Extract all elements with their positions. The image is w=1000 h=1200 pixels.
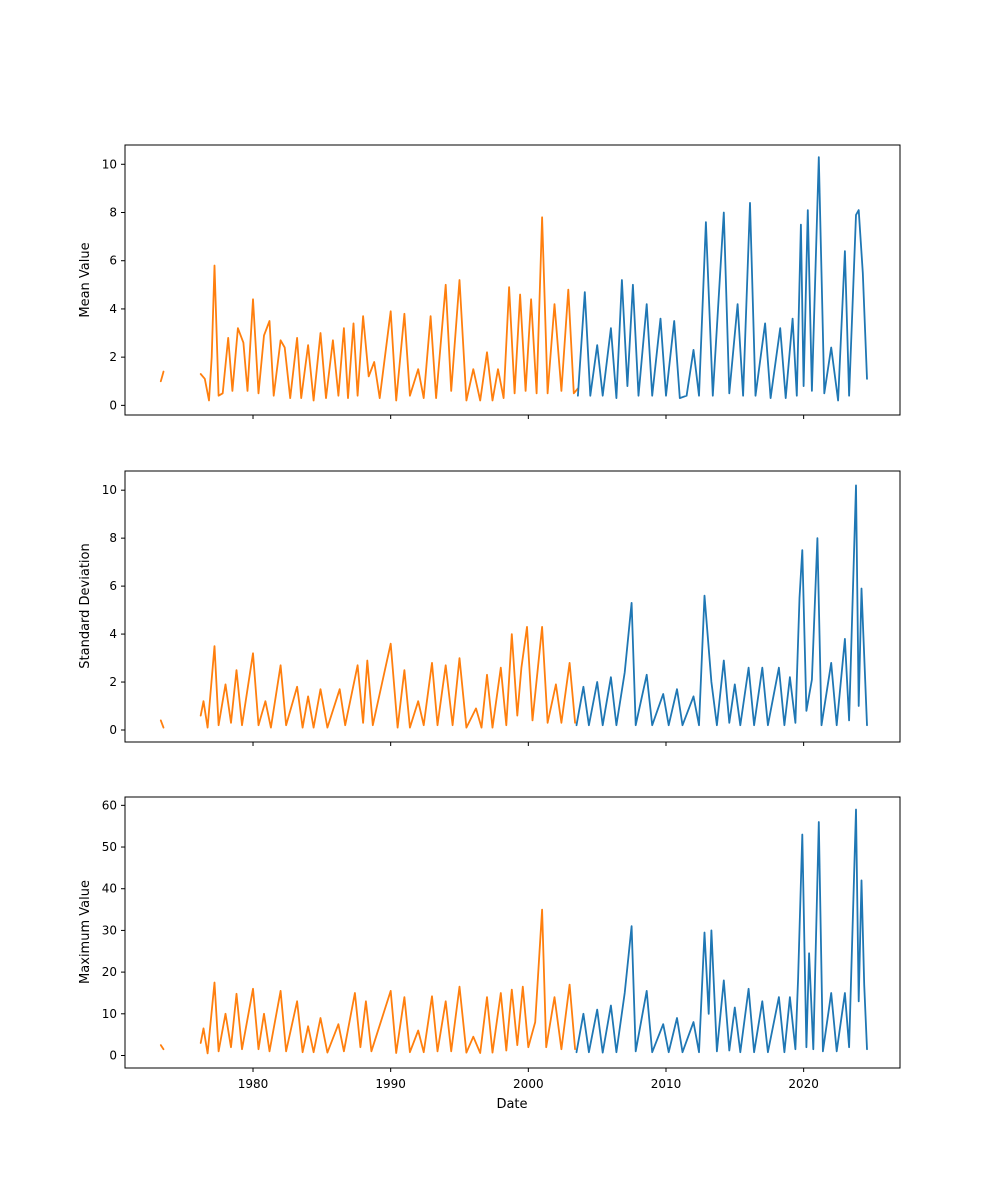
y-tick-label: 30: [102, 923, 117, 937]
y-tick-label: 50: [102, 840, 117, 854]
y-tick-label: 60: [102, 798, 117, 812]
y-tick-label: 0: [109, 398, 117, 412]
y-tick-label: 0: [109, 1048, 117, 1062]
x-tick-label: 2010: [651, 1077, 682, 1091]
y-tick-label: 2: [109, 675, 117, 689]
series-2-line-segment: [575, 808, 868, 1054]
x-axis-label: Date: [496, 1097, 527, 1112]
series-lines: [159, 808, 868, 1055]
y-axis-label: Standard Deviation: [78, 543, 93, 668]
x-axis-ticks: [252, 415, 805, 419]
plot-frame: [124, 796, 901, 1069]
x-axis-ticks: 1980 1990 2000 2010 2020: [238, 1068, 819, 1091]
y-tick-label: 6: [109, 579, 117, 593]
y-tick-label: 10: [102, 157, 117, 171]
series-1-line-segment: [159, 370, 165, 383]
x-tick-label: 1990: [375, 1077, 406, 1091]
y-tick-label: 4: [109, 302, 117, 316]
y-tick-label: 10: [102, 483, 117, 497]
subplot-maximum-value: 0 10 20 30 40 50 60 1980 1990 2000 2010 2020 Maxim…: [78, 796, 901, 1112]
series-1-line-segment: [199, 216, 579, 402]
x-tick-label: 1980: [238, 1077, 269, 1091]
y-tick-label: 20: [102, 965, 117, 979]
series-2-line-segment: [575, 484, 868, 727]
y-tick-label: 0: [109, 723, 117, 737]
y-tick-label: 4: [109, 627, 117, 641]
y-tick-label: 6: [109, 254, 117, 268]
subplot-mean-value: 0 2 4 6 8 10 Mean Value: [78, 144, 901, 419]
y-axis-ticks: 0 10 20 30 40 50 60: [102, 798, 125, 1062]
x-tick-label: 2000: [513, 1077, 544, 1091]
series-1-line-segment: [199, 908, 576, 1055]
series-1-line-segment: [159, 719, 165, 729]
series-lines: [159, 156, 868, 402]
plot-frame: [124, 144, 901, 416]
x-tick-label: 2020: [788, 1077, 819, 1091]
x-axis-ticks: [252, 742, 805, 746]
y-tick-label: 8: [109, 531, 117, 545]
series-1-line-segment: [199, 626, 576, 729]
plot-frame: [124, 470, 901, 743]
y-tick-label: 8: [109, 206, 117, 220]
series-lines: [159, 484, 868, 729]
series-1-line-segment: [159, 1044, 165, 1051]
subplot-standard-deviation: 0 2 4 6 8 10 Standard Deviation: [78, 470, 901, 746]
y-axis-ticks: 0 2 4 6 8 10: [102, 483, 125, 737]
y-tick-label: 40: [102, 882, 117, 896]
y-axis-label: Mean Value: [78, 242, 93, 317]
y-axis-ticks: 0 2 4 6 8 10: [102, 157, 125, 412]
y-tick-label: 2: [109, 350, 117, 364]
series-2-line-segment: [577, 156, 868, 402]
y-tick-label: 10: [102, 1007, 117, 1021]
y-axis-label: Maximum Value: [78, 880, 93, 984]
